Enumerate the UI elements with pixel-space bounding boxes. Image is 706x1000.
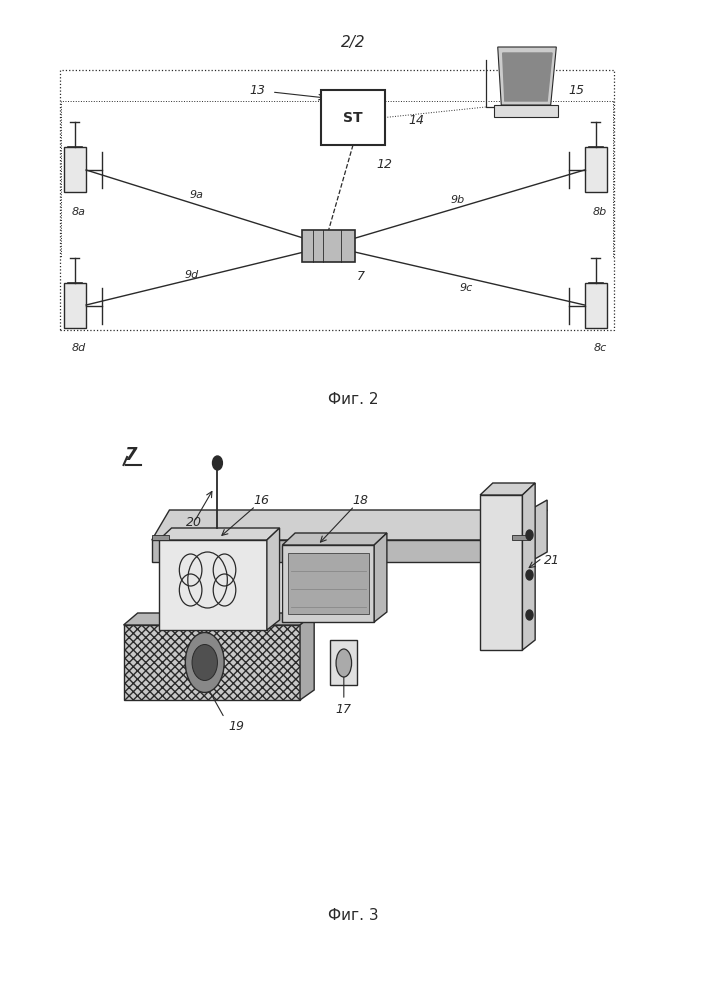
Text: ST: ST bbox=[343, 110, 363, 124]
Text: Фиг. 3: Фиг. 3 bbox=[328, 908, 378, 922]
Text: 16: 16 bbox=[253, 493, 269, 506]
Ellipse shape bbox=[185, 633, 224, 692]
Polygon shape bbox=[522, 483, 535, 650]
Text: 20: 20 bbox=[186, 516, 202, 528]
Text: 9c: 9c bbox=[460, 283, 472, 293]
Polygon shape bbox=[288, 553, 369, 614]
Text: 8c: 8c bbox=[594, 343, 606, 353]
Text: 9b: 9b bbox=[450, 195, 465, 205]
Bar bbox=[60, 70, 614, 330]
Text: 12: 12 bbox=[377, 158, 393, 172]
FancyBboxPatch shape bbox=[302, 230, 355, 262]
Text: 9d: 9d bbox=[185, 270, 199, 280]
Text: 17: 17 bbox=[336, 703, 352, 716]
Circle shape bbox=[192, 645, 217, 680]
Polygon shape bbox=[267, 528, 280, 630]
Bar bbox=[585, 147, 607, 192]
Circle shape bbox=[526, 530, 533, 540]
Polygon shape bbox=[159, 540, 267, 630]
Polygon shape bbox=[152, 510, 547, 540]
Polygon shape bbox=[282, 533, 387, 545]
Bar bbox=[585, 283, 607, 328]
Circle shape bbox=[526, 570, 533, 580]
FancyBboxPatch shape bbox=[321, 90, 385, 145]
Bar bbox=[64, 283, 86, 328]
Polygon shape bbox=[282, 545, 374, 622]
Text: 15: 15 bbox=[568, 84, 585, 97]
Polygon shape bbox=[374, 533, 387, 622]
Ellipse shape bbox=[336, 649, 352, 677]
Polygon shape bbox=[480, 483, 535, 495]
Polygon shape bbox=[530, 500, 547, 562]
Polygon shape bbox=[494, 105, 558, 117]
Text: 13: 13 bbox=[250, 84, 265, 97]
Bar bbox=[64, 147, 86, 192]
Polygon shape bbox=[124, 613, 314, 625]
Text: 9a: 9a bbox=[189, 190, 203, 200]
Polygon shape bbox=[159, 528, 280, 540]
Text: 8a: 8a bbox=[72, 207, 86, 217]
Text: 18: 18 bbox=[352, 493, 368, 506]
Bar bbox=[330, 640, 357, 685]
Text: 8b: 8b bbox=[593, 207, 607, 217]
Text: 7: 7 bbox=[357, 270, 365, 284]
Polygon shape bbox=[480, 495, 522, 650]
Text: 19: 19 bbox=[229, 720, 244, 733]
Text: 8d: 8d bbox=[72, 343, 86, 353]
Polygon shape bbox=[152, 535, 169, 540]
Text: 2/2: 2/2 bbox=[341, 34, 365, 49]
Text: 7: 7 bbox=[124, 446, 137, 464]
Text: 21: 21 bbox=[544, 554, 560, 566]
Text: 14: 14 bbox=[409, 113, 424, 126]
Circle shape bbox=[213, 456, 222, 470]
Text: Фиг. 2: Фиг. 2 bbox=[328, 392, 378, 408]
Polygon shape bbox=[503, 53, 552, 101]
Circle shape bbox=[526, 610, 533, 620]
Polygon shape bbox=[300, 613, 314, 700]
Polygon shape bbox=[152, 540, 530, 562]
Polygon shape bbox=[512, 535, 530, 540]
Polygon shape bbox=[498, 47, 556, 105]
Bar bbox=[124, 625, 300, 700]
